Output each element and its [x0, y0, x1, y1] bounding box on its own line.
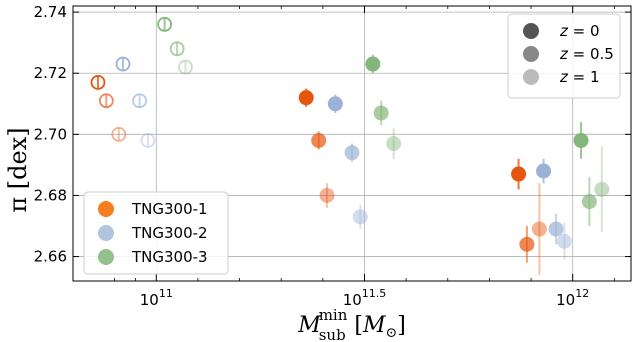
data-point — [374, 105, 389, 120]
data-point — [532, 222, 547, 237]
legend-redshift: z = 0 z = 0.5 z = 1 — [508, 14, 620, 98]
data-point — [574, 133, 589, 148]
legend-label-tng300-3: TNG300-3 — [131, 248, 208, 266]
data-point — [365, 57, 380, 72]
legend-marker-z0 — [523, 23, 539, 39]
legend-label-z1: z = 1 — [559, 68, 600, 86]
y-tick-label: 2.66 — [34, 248, 67, 266]
legend-marker-tng300-3 — [98, 249, 114, 265]
x-axis-label-unit-close: ] — [397, 313, 406, 338]
legend-label-z0.5: z = 0.5 — [559, 45, 614, 63]
y-tick-label: 2.70 — [34, 125, 67, 143]
data-point — [549, 222, 564, 237]
data-point — [328, 96, 343, 111]
data-point — [353, 209, 368, 224]
legend-label-tng300-1: TNG300-1 — [131, 200, 208, 218]
y-tick-label: 2.68 — [34, 186, 67, 204]
data-point — [386, 136, 401, 151]
data-point — [582, 194, 597, 209]
data-point — [536, 164, 551, 179]
data-point — [311, 133, 326, 148]
legend-series: TNG300-1 TNG300-2 TNG300-3 — [84, 192, 228, 274]
data-point — [320, 188, 335, 203]
legend-marker-z1 — [523, 69, 539, 85]
x-axis-label-symbol: M — [297, 313, 321, 338]
x-axis-label-unit-subscript: ⊙ — [385, 325, 397, 341]
legend-label-tng300-2: TNG300-2 — [131, 224, 208, 242]
y-tick-label: 2.72 — [34, 64, 67, 82]
data-point — [519, 237, 534, 252]
legend-marker-z0.5 — [523, 46, 539, 62]
y-axis-label: π [dex] — [4, 127, 32, 212]
legend-marker-tng300-1 — [98, 201, 114, 217]
x-axis-label-unit-open: [ — [347, 313, 363, 338]
legend-marker-tng300-2 — [98, 225, 114, 241]
x-axis-label-unit-symbol: M — [362, 313, 386, 338]
data-point — [594, 182, 609, 197]
legend-entry-z1: z = 1 — [523, 68, 600, 86]
data-point — [299, 90, 314, 105]
x-axis-label-superscript: min — [319, 306, 348, 324]
legend-entry-z0: z = 0 — [523, 22, 600, 40]
data-point — [511, 167, 526, 182]
x-axis-label-subscript: sub — [319, 326, 346, 342]
data-point — [557, 234, 572, 249]
data-point — [345, 145, 360, 160]
legend-label-z0: z = 0 — [559, 22, 600, 40]
y-tick-label: 2.74 — [34, 3, 67, 21]
